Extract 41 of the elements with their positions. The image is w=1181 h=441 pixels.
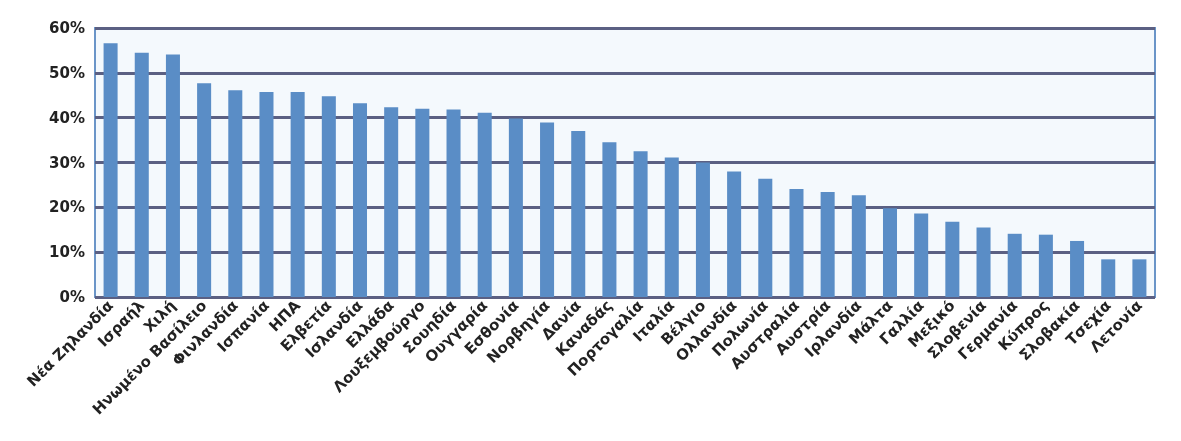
bar bbox=[352, 103, 368, 297]
bar bbox=[633, 151, 648, 297]
bar bbox=[134, 52, 149, 297]
bar bbox=[882, 208, 898, 297]
y-tick-label: 10% bbox=[49, 243, 85, 262]
bar bbox=[1132, 259, 1147, 297]
bar bbox=[321, 96, 336, 297]
y-tick-label: 20% bbox=[49, 198, 85, 217]
bar bbox=[758, 178, 773, 297]
bar bbox=[540, 122, 555, 297]
bar bbox=[851, 195, 866, 297]
bar bbox=[571, 131, 586, 297]
y-tick-label: 60% bbox=[49, 19, 85, 37]
bar bbox=[165, 54, 180, 297]
bar bbox=[1070, 240, 1085, 297]
bar bbox=[290, 92, 305, 297]
y-tick-label: 0% bbox=[59, 288, 85, 306]
bar bbox=[727, 171, 742, 297]
bar bbox=[789, 188, 804, 297]
bar bbox=[415, 108, 430, 297]
bar bbox=[664, 157, 679, 297]
bar bbox=[820, 192, 835, 297]
bar bbox=[103, 43, 118, 297]
bar bbox=[259, 92, 274, 297]
bar bbox=[976, 227, 991, 297]
bar bbox=[384, 107, 399, 297]
y-tick-label: 30% bbox=[49, 153, 85, 172]
y-tick-label: 50% bbox=[49, 63, 85, 82]
bar bbox=[477, 112, 492, 297]
y-tick-label: 40% bbox=[49, 108, 85, 127]
bar bbox=[695, 162, 710, 297]
bar bbox=[914, 213, 929, 297]
bar bbox=[1007, 233, 1022, 297]
bar bbox=[1101, 259, 1116, 297]
bar bbox=[602, 142, 617, 297]
bar bbox=[228, 90, 243, 297]
bar bbox=[446, 109, 461, 297]
bar bbox=[197, 83, 212, 297]
bar bbox=[508, 118, 523, 297]
bar bbox=[1038, 234, 1053, 297]
bar bbox=[945, 221, 960, 297]
